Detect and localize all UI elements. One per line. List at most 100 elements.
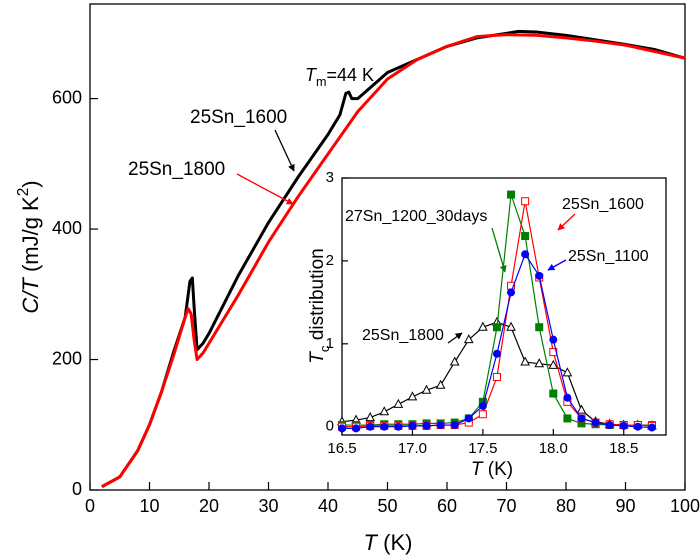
annotation-part: =44 K: [327, 65, 375, 85]
data-point: [549, 335, 558, 344]
x-axis-label-part: (K): [483, 459, 514, 480]
x-tick-label: 30: [258, 496, 278, 516]
data-point: [535, 271, 544, 280]
y-axis-label-part: T: [307, 351, 328, 364]
series-label-arrow: [557, 213, 576, 231]
data-point: [365, 412, 376, 422]
x-tick-label: 17.0: [398, 440, 427, 457]
data-point: [450, 421, 459, 430]
x-tick-label: 20: [199, 496, 219, 516]
x-tick-label: 10: [139, 496, 159, 516]
data-point: [407, 391, 418, 401]
x-axis-label-part: T: [364, 530, 379, 555]
y-axis-label-part: c: [317, 345, 332, 352]
x-tick-label: 17.5: [468, 440, 497, 457]
y-axis-label-part: ): [18, 180, 43, 187]
x-axis-label-part: T: [471, 459, 484, 480]
x-tick-label: 70: [496, 496, 516, 516]
data-point: [521, 250, 530, 259]
data-point: [576, 404, 587, 414]
annotation-part: T: [305, 65, 318, 85]
data-point: [492, 372, 501, 381]
y-axis-label-part: (mJ/g K: [18, 196, 43, 278]
data-point: [562, 367, 573, 377]
data-point: [647, 423, 656, 432]
data-point: [366, 422, 375, 431]
data-point: [464, 414, 473, 423]
series-label: 25Sn_1800: [362, 327, 444, 344]
data-point: [577, 414, 586, 423]
data-point: [463, 334, 474, 344]
y-axis-label-part: 2: [15, 188, 32, 197]
data-point: [633, 422, 642, 431]
x-tick-label: 0: [85, 496, 95, 516]
y-tick-label: 0: [72, 479, 82, 499]
data-point: [380, 422, 389, 431]
series-line: [101, 33, 686, 489]
data-point: [422, 421, 431, 430]
data-point: [521, 197, 530, 206]
y-tick-label: 0: [326, 418, 334, 435]
x-tick-label: 90: [615, 496, 635, 516]
y-axis-label: C/T (mJ/g K2): [15, 180, 43, 313]
y-tick-label: 400: [52, 218, 82, 238]
data-point: [591, 418, 600, 427]
x-tick-label: 100: [670, 496, 700, 516]
series-label: 25Sn_1100: [568, 248, 649, 265]
data-point: [449, 356, 460, 366]
series-label: 25Sn_1800: [128, 159, 225, 180]
data-point: [408, 421, 417, 430]
x-tick-label: 60: [437, 496, 457, 516]
data-point: [548, 359, 559, 369]
annotation-part: m: [316, 75, 327, 89]
data-point: [507, 288, 516, 297]
x-tick-label: 80: [556, 496, 576, 516]
series-label: 25Sn_1600: [562, 196, 644, 213]
x-axis-label-part: (K): [377, 530, 412, 555]
data-point: [563, 414, 572, 423]
y-axis-label-part: distribution: [307, 248, 328, 345]
data-point: [492, 349, 501, 358]
series-label: 27Sn_1200_30days: [345, 208, 487, 225]
series-label-arrow: [274, 129, 295, 172]
data-point: [619, 421, 628, 430]
data-point: [478, 321, 488, 331]
data-point: [421, 384, 432, 394]
data-point: [507, 190, 516, 199]
data-point: [520, 356, 530, 366]
x-tick-label: 40: [318, 496, 338, 516]
y-axis-label-part: C/T: [18, 277, 43, 314]
y-tick-label: 1: [326, 335, 334, 352]
data-point: [563, 393, 572, 402]
y-axis-label: Tc distribution: [307, 248, 332, 363]
data-point: [436, 421, 445, 430]
y-tick-label: 3: [326, 169, 334, 186]
x-tick-label: 16.5: [327, 440, 356, 457]
series-label-arrow: [547, 259, 567, 271]
data-point: [393, 398, 404, 408]
y-tick-label: 2: [326, 252, 334, 269]
data-point: [534, 358, 545, 368]
data-point: [506, 321, 516, 331]
x-tick-label: 50: [377, 496, 397, 516]
data-point: [435, 379, 446, 389]
data-point: [352, 424, 361, 433]
data-point: [394, 422, 403, 431]
plot-frame: [341, 177, 667, 436]
data-point: [478, 410, 487, 419]
data-point: [478, 401, 487, 410]
y-tick-label: 200: [52, 348, 82, 368]
inset-background: [342, 178, 666, 435]
data-point: [338, 424, 346, 433]
annotation: Tm=44 K: [305, 65, 374, 90]
data-point: [605, 421, 614, 430]
data-point: [549, 389, 558, 398]
x-axis-label: T (K): [364, 530, 413, 555]
data-point: [492, 323, 501, 332]
data-point: [535, 323, 544, 332]
x-tick-label: 18.0: [539, 440, 568, 457]
series-label: 25Sn_1600: [190, 107, 287, 128]
x-axis-label: T (K): [471, 459, 513, 480]
y-tick-label: 600: [52, 87, 82, 107]
